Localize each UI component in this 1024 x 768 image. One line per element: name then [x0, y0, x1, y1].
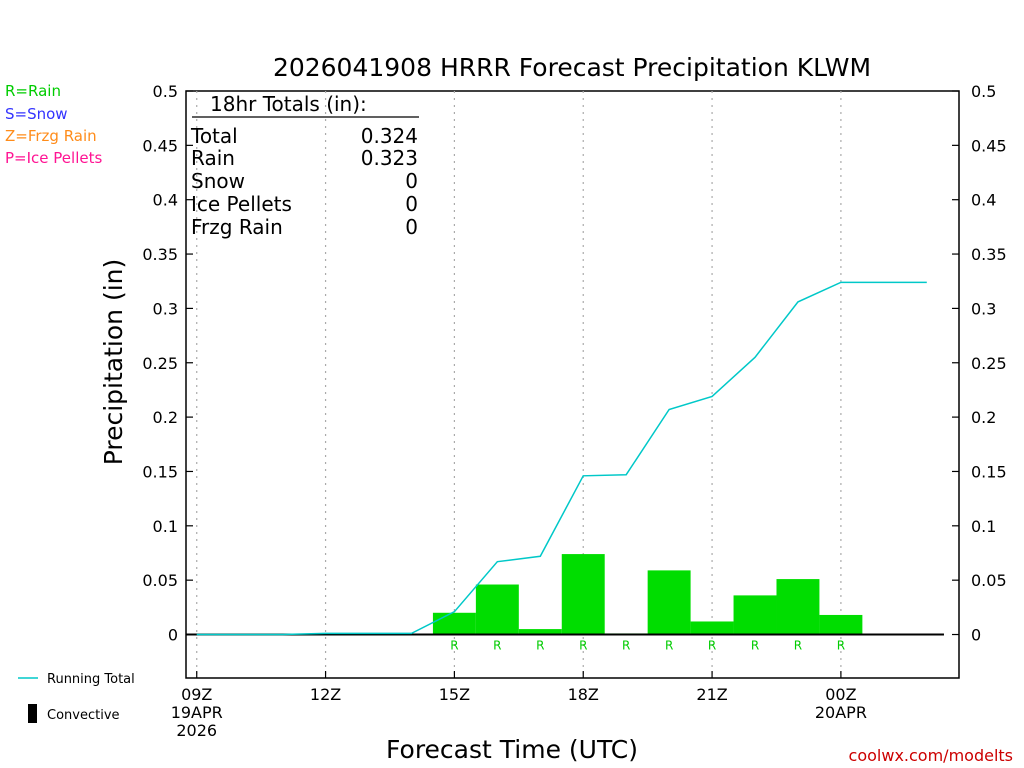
legend-ice-pellets: P=Ice Pellets — [5, 149, 102, 167]
convective-legend-swatch — [28, 704, 37, 723]
plot-frame — [185, 90, 960, 679]
precip-bar — [819, 614, 863, 635]
y-tick-label-right: 0.4 — [971, 191, 996, 210]
totals-value-ice-pellets: 0 — [405, 192, 418, 216]
totals-value-snow: 0 — [405, 169, 418, 193]
series-legend: Running Total Convective — [18, 672, 135, 723]
y-tick-label-right: 0.45 — [971, 136, 1007, 155]
convective-legend-label: Convective — [47, 708, 120, 723]
totals-value-frzg-rain: 0 — [405, 215, 418, 239]
precip-type-legend: R=Rain S=Snow Z=Frzg Rain P=Ice Pellets — [5, 82, 102, 167]
precip-type-letter: R — [493, 639, 501, 653]
legend-snow: S=Snow — [5, 105, 68, 123]
y-tick-label-right: 0.15 — [971, 462, 1007, 481]
precip-type-letter: R — [794, 639, 802, 653]
y-tick-label-right: 0.05 — [971, 571, 1007, 590]
y-tick-label-left: 0 — [168, 626, 178, 645]
x-tick-label: 2026 — [176, 721, 217, 740]
x-tick-label: 20APR — [815, 703, 867, 722]
x-tick-label: 19APR — [171, 703, 223, 722]
totals-heading: 18hr Totals (in): — [210, 92, 367, 116]
totals-box: 18hr Totals (in): Total 0.324 Rain 0.323… — [190, 92, 419, 239]
precip-bar — [647, 570, 691, 635]
precip-bar — [690, 621, 734, 635]
totals-value-total: 0.324 — [361, 124, 418, 148]
precip-bar — [776, 579, 820, 635]
y-tick-label-left: 0.15 — [142, 462, 178, 481]
y-axis-label: Precipitation (in) — [99, 259, 128, 466]
running-total-line — [196, 281, 927, 636]
precip-type-letter: R — [536, 639, 544, 653]
y-tick-label-right: 0.2 — [971, 408, 996, 427]
totals-label-rain: Rain — [191, 146, 235, 170]
precip-type-letter: R — [837, 639, 845, 653]
x-tick-label: 18Z — [568, 685, 599, 704]
y-tick-label-left: 0.3 — [153, 299, 178, 318]
x-axis-label: Forecast Time (UTC) — [386, 735, 638, 764]
legend-frzg-rain: Z=Frzg Rain — [5, 127, 97, 145]
x-tick-label: 09Z — [181, 685, 212, 704]
y-tick-label-right: 0.5 — [971, 82, 996, 101]
y-tick-label-right: 0 — [971, 626, 981, 645]
precip-bar — [475, 584, 519, 635]
y-tick-label-left: 0.4 — [153, 191, 178, 210]
precip-bar — [561, 554, 605, 635]
y-tick-label-left: 0.1 — [153, 517, 178, 536]
y-tick-label-right: 0.3 — [971, 299, 996, 318]
y-tick-label-left: 0.5 — [153, 82, 178, 101]
precip-bar — [518, 629, 562, 635]
running-total-legend-label: Running Total — [47, 672, 135, 687]
credit-link[interactable]: coolwx.com/modelts — [849, 746, 1013, 765]
totals-value-rain: 0.323 — [361, 146, 418, 170]
precip-type-letter: R — [708, 639, 716, 653]
precip-bar — [733, 595, 777, 635]
totals-label-ice-pellets: Ice Pellets — [191, 192, 292, 216]
totals-label-frzg-rain: Frzg Rain — [191, 215, 283, 239]
y-tick-label-right: 0.35 — [971, 245, 1007, 264]
chart-title: 2026041908 HRRR Forecast Precipitation K… — [273, 53, 871, 82]
totals-label-total: Total — [190, 124, 238, 148]
y-tick-label-right: 0.1 — [971, 517, 996, 536]
running-total-line-group — [186, 281, 944, 636]
y-tick-label-left: 0.25 — [142, 354, 178, 373]
precip-type-letter: R — [579, 639, 587, 653]
precip-bar — [432, 612, 476, 635]
precip-type-letter: R — [622, 639, 630, 653]
y-tick-label-left: 0.05 — [142, 571, 178, 590]
precip-type-letter: R — [751, 639, 759, 653]
x-tick-label: 00Z — [825, 685, 856, 704]
totals-label-snow: Snow — [191, 169, 245, 193]
y-tick-label-right: 0.25 — [971, 354, 1007, 373]
x-tick-label: 21Z — [696, 685, 727, 704]
y-axis-ticks: 0 00.05 0.050.1 0.10.15 0.150.2 0.20.25 0.250.… — [142, 82, 1006, 645]
x-tick-label: 15Z — [439, 685, 470, 704]
y-tick-label-left: 0.45 — [142, 136, 178, 155]
y-tick-label-left: 0.2 — [153, 408, 178, 427]
precip-type-letter: R — [665, 639, 673, 653]
x-tick-label: 12Z — [310, 685, 341, 704]
legend-rain: R=Rain — [5, 82, 61, 100]
precip-type-letter: R — [450, 639, 458, 653]
y-tick-label-left: 0.35 — [142, 245, 178, 264]
